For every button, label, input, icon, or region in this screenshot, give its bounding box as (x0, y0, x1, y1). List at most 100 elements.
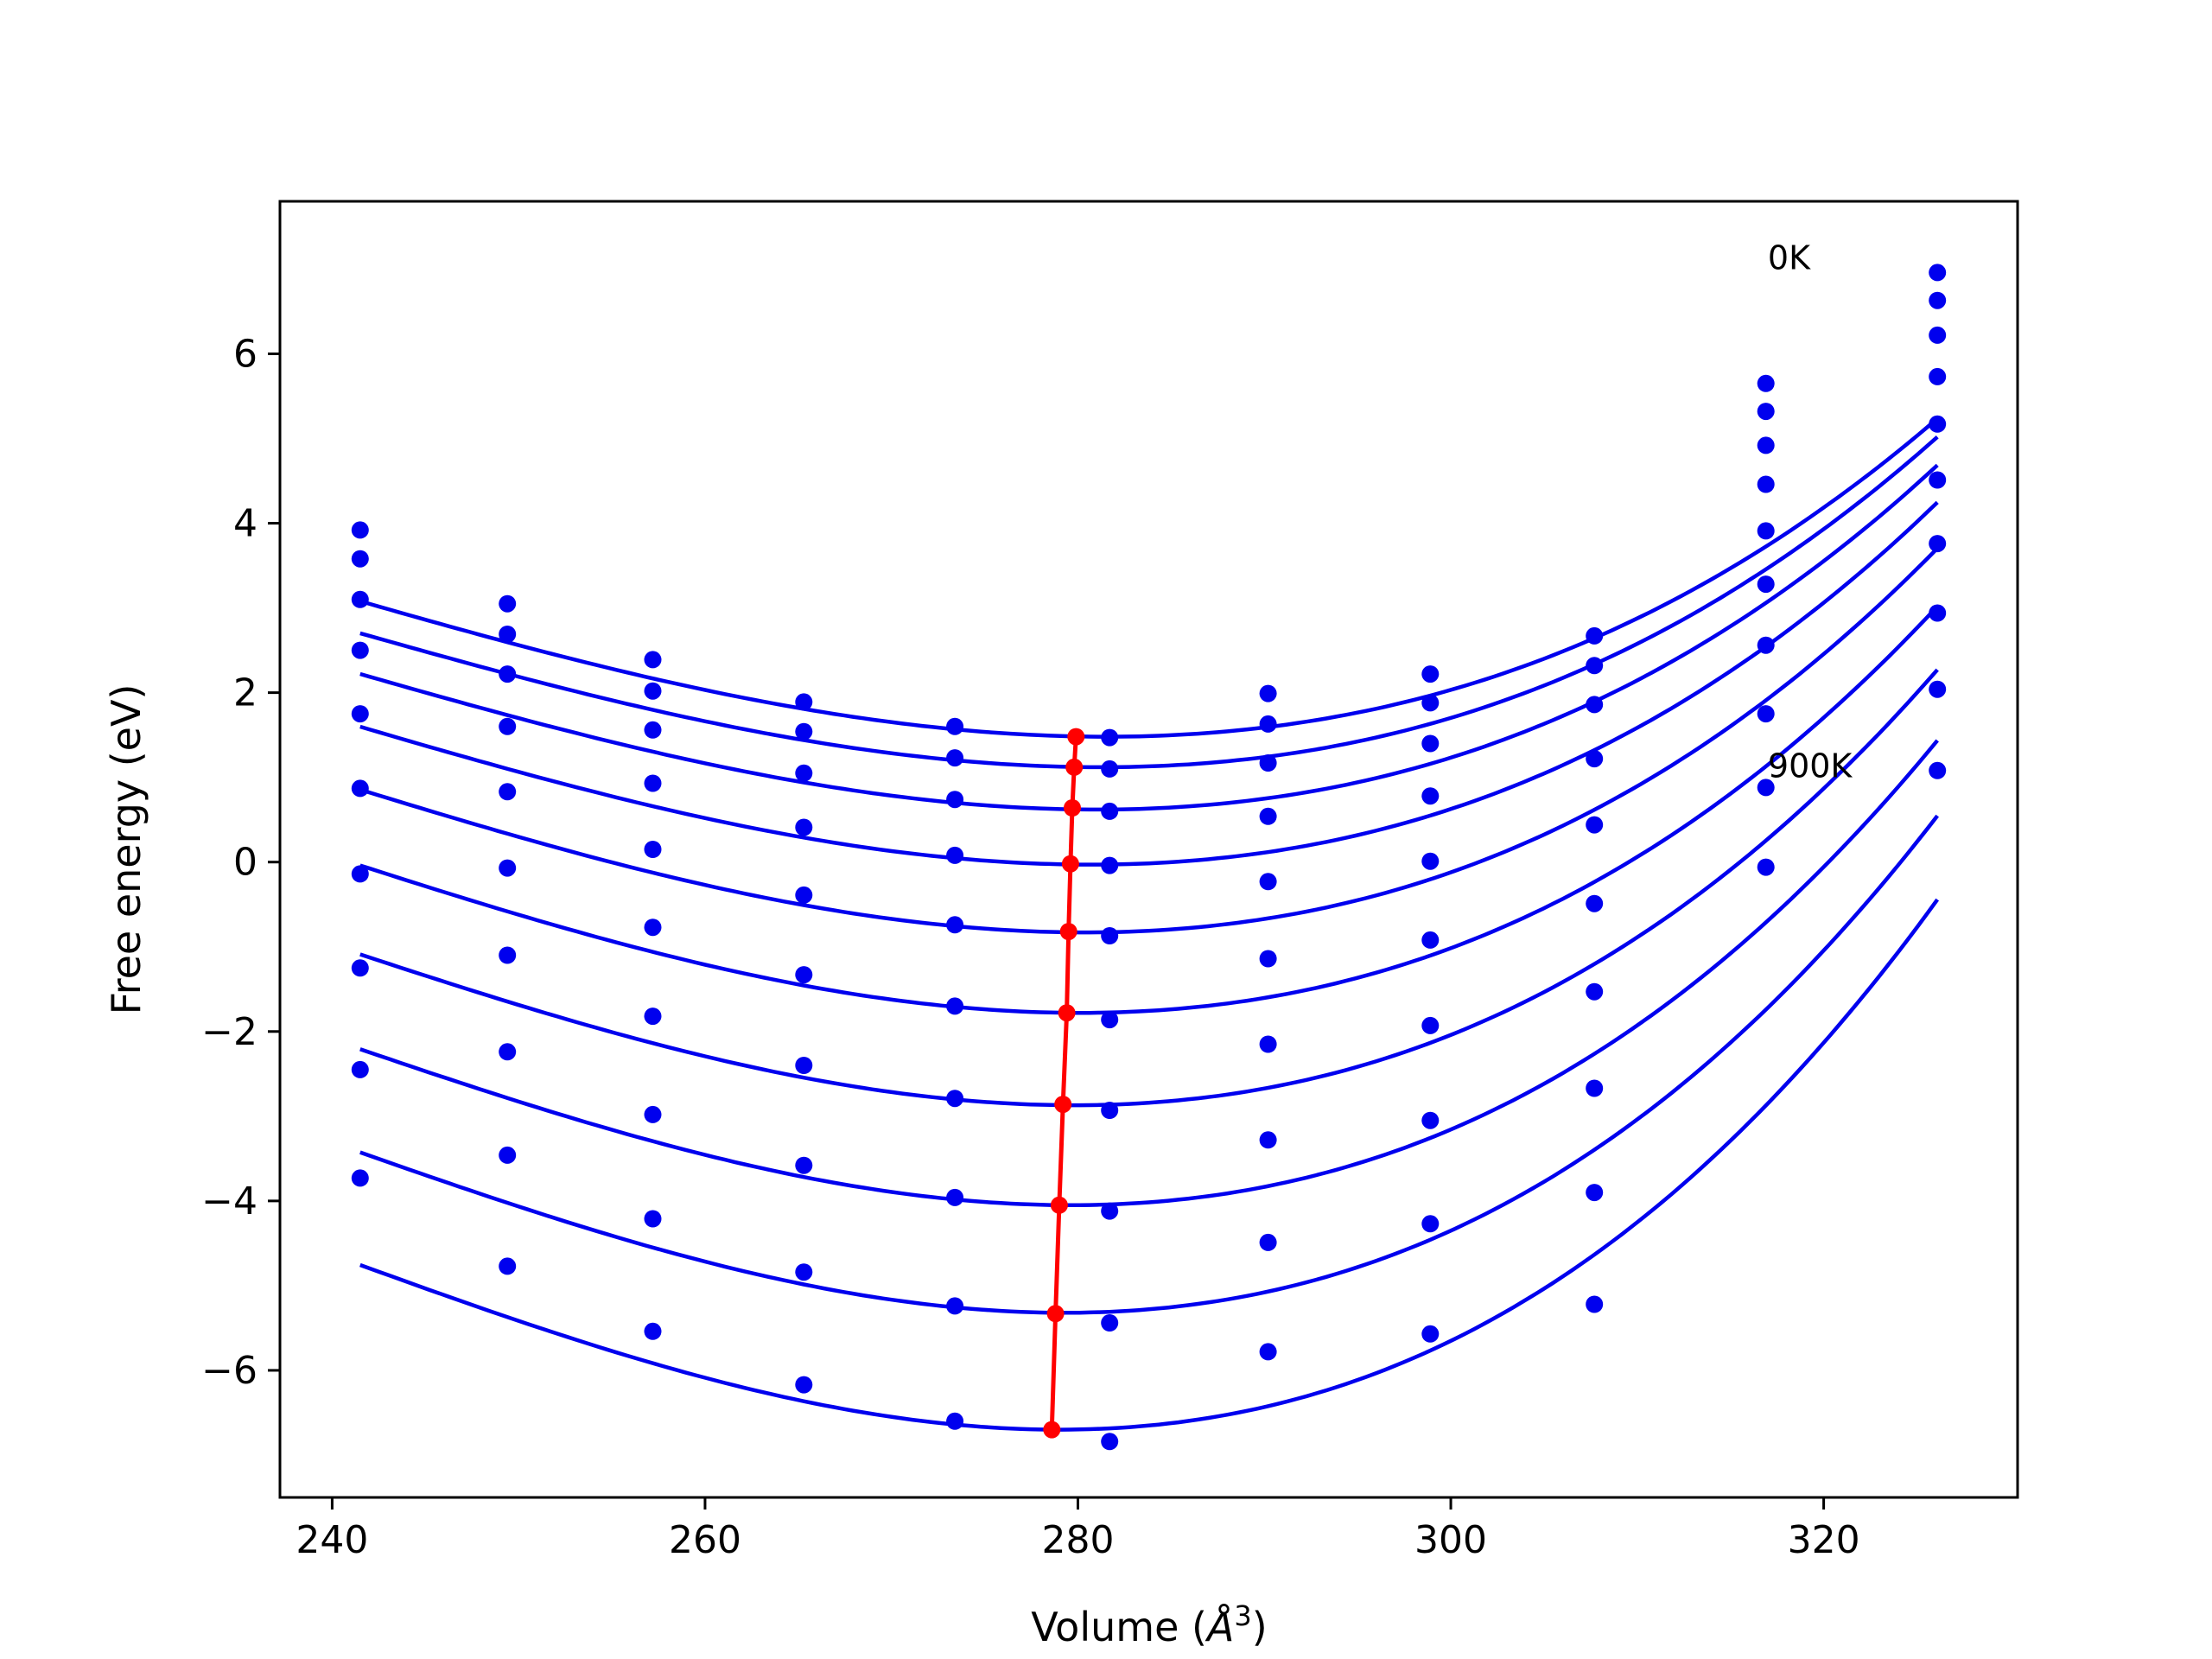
data-point (644, 1007, 662, 1026)
data-point (1757, 436, 1775, 454)
data-point (1757, 575, 1775, 594)
x-tick-label: 260 (669, 1518, 741, 1562)
data-point (1101, 927, 1119, 944)
equilibrium-point (1059, 923, 1077, 941)
data-point (351, 865, 369, 883)
x-tick-label: 300 (1414, 1518, 1487, 1562)
data-point (1929, 761, 1947, 779)
data-point (1929, 291, 1947, 309)
plot-content: 0K 900K (351, 238, 1947, 1451)
data-point (946, 846, 964, 864)
data-point (795, 1376, 813, 1394)
data-point (1101, 1202, 1119, 1220)
equilibrium-line (1049, 736, 1078, 1430)
fit-curve-900K (359, 898, 1940, 1432)
data-point (946, 997, 964, 1015)
y-tick-label: −2 (201, 1010, 257, 1054)
data-point (1421, 694, 1440, 712)
data-point (1757, 475, 1775, 493)
data-point (1101, 856, 1119, 874)
data-point (1259, 715, 1277, 733)
data-point (1586, 626, 1604, 645)
data-point (499, 1257, 517, 1275)
data-point (644, 721, 662, 739)
equilibrium-point (1058, 1004, 1076, 1022)
fit-curve-0K (359, 416, 1939, 739)
equilibrium-point (1050, 1196, 1068, 1214)
data-point (1101, 728, 1119, 747)
data-point (1929, 326, 1947, 344)
data-point (1259, 873, 1277, 891)
data-point (499, 1146, 517, 1164)
data-point (1929, 264, 1947, 282)
fit-curve-800K (359, 814, 1939, 1315)
data-point (644, 1105, 662, 1123)
x-axis-label: Volume (Å3) (1031, 1599, 1267, 1650)
data-point (1259, 1131, 1277, 1149)
data-point (1421, 1016, 1440, 1034)
data-point (1259, 950, 1277, 968)
data-point (795, 764, 813, 782)
data-point (644, 682, 662, 700)
data-point (499, 859, 517, 877)
data-point (1259, 684, 1277, 702)
data-point (1586, 1295, 1604, 1313)
data-point (1586, 750, 1604, 768)
data-point (1101, 1102, 1119, 1119)
equilibrium-point (1061, 855, 1079, 873)
data-point (644, 651, 662, 669)
data-point (1757, 522, 1775, 540)
y-tick-label: −6 (201, 1349, 257, 1393)
data-point (795, 722, 813, 741)
axis-ticks: 240 260 280 300 320 −6 −4 −2 0 2 4 6 (201, 332, 1859, 1562)
data-point (499, 946, 517, 964)
data-point (499, 717, 517, 735)
data-point (351, 1169, 369, 1187)
data-point (946, 1090, 964, 1108)
data-point (351, 550, 369, 568)
data-point (946, 749, 964, 767)
data-point (1586, 894, 1604, 912)
data-point (946, 1188, 964, 1206)
data-point (795, 1263, 813, 1281)
data-point (1929, 471, 1947, 489)
data-point (499, 1043, 517, 1061)
data-point (351, 641, 369, 659)
temperature-annotation: 0K (1768, 238, 1811, 276)
fit-curve-200K (359, 463, 1939, 812)
data-point (644, 841, 662, 858)
data-point (946, 717, 964, 735)
data-point (1586, 696, 1604, 714)
data-point (1929, 604, 1947, 622)
data-point (1101, 1314, 1119, 1332)
data-point (1259, 807, 1277, 825)
data-point (1421, 852, 1440, 870)
data-point (1586, 1079, 1604, 1097)
y-tick-label: 4 (233, 502, 257, 546)
x-tick-label: 240 (296, 1518, 368, 1562)
data-point (1259, 754, 1277, 772)
y-axis-label: Free energy (eV) (103, 684, 149, 1015)
data-point (795, 818, 813, 836)
data-point (351, 959, 369, 977)
data-point (1421, 931, 1440, 949)
data-point (644, 1322, 662, 1340)
temperature-annotation: 900K (1768, 747, 1853, 785)
data-point (351, 590, 369, 608)
data-point (351, 1060, 369, 1078)
data-point (946, 916, 964, 934)
data-point (1259, 1035, 1277, 1053)
data-point (795, 1156, 813, 1174)
data-point (1421, 1215, 1440, 1233)
equilibrium-point (1064, 799, 1081, 817)
data-point (499, 594, 517, 613)
data-point (1101, 1433, 1119, 1451)
data-point (1757, 636, 1775, 654)
data-point (795, 966, 813, 984)
data-point (351, 521, 369, 539)
data-point (1929, 367, 1947, 385)
data-point (1101, 760, 1119, 778)
data-point (1586, 657, 1604, 675)
fit-curve-400K (359, 546, 1939, 935)
